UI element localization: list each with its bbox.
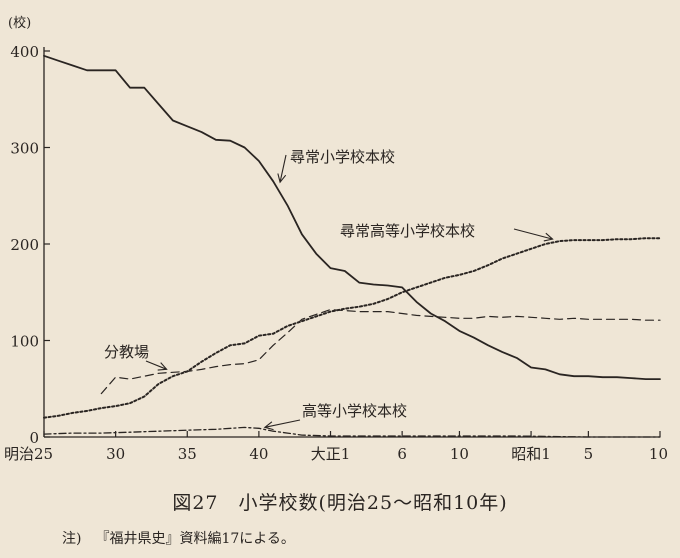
note-text: 『福井県史』資料編17による。 bbox=[95, 531, 295, 547]
x-tick-label: 35 bbox=[178, 445, 197, 463]
x-tick-label: 10 bbox=[450, 445, 469, 463]
chart: 0 100 200 300 400 (校) 明治25 30 35 40 大正1 6 10 昭和1 5 10 尋… bbox=[4, 15, 668, 463]
x-tick-label: 明治25 bbox=[4, 445, 53, 463]
x-tick-label: 6 bbox=[397, 445, 407, 463]
annotation-label: 尋常小学校本校 bbox=[290, 148, 395, 166]
annotation-label: 尋常高等小学校本校 bbox=[340, 222, 475, 240]
annotation-arrowhead bbox=[157, 362, 168, 371]
annotation-arrowhead bbox=[543, 232, 554, 242]
x-tick-label: 昭和1 bbox=[511, 445, 551, 463]
tick-labels: 0 100 200 300 400 (校) 明治25 30 35 40 大正1 6 10 昭和1 5 10 bbox=[4, 15, 668, 463]
source-note: 注) 『福井県史』資料編17による。 bbox=[62, 528, 295, 548]
axes bbox=[43, 47, 661, 438]
y-tick-label: 0 bbox=[29, 429, 39, 447]
annotation-arrowhead bbox=[263, 421, 274, 431]
x-tick-label: 10 bbox=[649, 445, 668, 463]
series-line-3 bbox=[43, 426, 661, 438]
annotation-leader bbox=[513, 228, 553, 240]
x-tick-label: 40 bbox=[249, 445, 268, 463]
series-line-1 bbox=[43, 237, 661, 419]
annotation-label: 高等小学校本校 bbox=[302, 402, 407, 420]
series-lines bbox=[43, 54, 661, 438]
annotation-leader bbox=[264, 419, 301, 428]
annotation-leader bbox=[145, 360, 167, 370]
annotation-arrowhead bbox=[277, 173, 287, 184]
x-tick-label: 5 bbox=[584, 445, 594, 463]
y-tick-label: 300 bbox=[10, 140, 39, 158]
y-axis-unit: (校) bbox=[8, 15, 31, 31]
annotation-leader bbox=[279, 154, 287, 183]
series-line-0 bbox=[43, 54, 661, 381]
series-line-2 bbox=[100, 309, 661, 395]
annotation-label: 分教場 bbox=[104, 343, 149, 361]
x-tick-label: 大正1 bbox=[311, 445, 351, 463]
y-tick-label: 400 bbox=[10, 43, 39, 61]
figure-caption: 図27 小学校数(明治25〜昭和10年) bbox=[172, 492, 508, 514]
note-prefix: 注) bbox=[62, 531, 82, 547]
x-tick-label: 30 bbox=[106, 445, 125, 463]
y-tick-label: 200 bbox=[10, 236, 39, 254]
y-tick-label: 100 bbox=[10, 333, 39, 351]
